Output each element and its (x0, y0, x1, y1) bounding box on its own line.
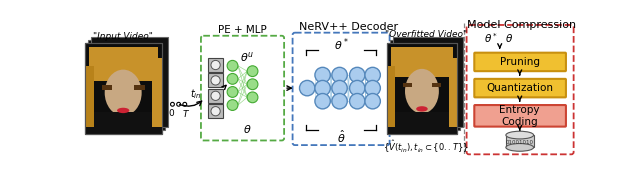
Text: Entropy
Coding: Entropy Coding (499, 105, 540, 127)
Circle shape (227, 60, 238, 71)
Text: 01001010: 01001010 (506, 140, 534, 144)
Bar (506, 135, 534, 147)
Bar (88, 46, 158, 81)
Circle shape (365, 93, 380, 109)
Ellipse shape (506, 131, 534, 139)
Circle shape (247, 92, 258, 103)
Text: $\theta$: $\theta$ (243, 123, 252, 135)
FancyBboxPatch shape (467, 25, 573, 154)
Ellipse shape (117, 108, 129, 113)
Circle shape (211, 60, 220, 70)
Text: NeRV++ Decoder: NeRV++ Decoder (300, 22, 398, 32)
Bar (84, 112, 162, 134)
Bar (208, 89, 223, 103)
Bar (208, 104, 223, 118)
Bar (152, 58, 162, 127)
Circle shape (177, 102, 180, 106)
Bar (91, 37, 168, 127)
Ellipse shape (405, 69, 439, 114)
Circle shape (247, 79, 258, 90)
Text: 0: 0 (168, 109, 174, 118)
Text: Pruning: Pruning (500, 57, 540, 67)
Text: $T$: $T$ (182, 108, 190, 119)
Circle shape (211, 76, 220, 85)
Circle shape (247, 66, 258, 77)
FancyBboxPatch shape (474, 79, 566, 97)
Text: "Overfitted Video": "Overfitted Video" (385, 30, 467, 39)
Circle shape (170, 102, 174, 106)
FancyBboxPatch shape (474, 105, 566, 127)
Ellipse shape (506, 144, 534, 151)
Bar (390, 40, 460, 130)
Circle shape (315, 67, 330, 83)
Bar (84, 43, 162, 134)
Circle shape (349, 67, 365, 83)
Text: $\theta^u$: $\theta^u$ (240, 49, 254, 64)
Circle shape (300, 80, 315, 96)
FancyBboxPatch shape (474, 53, 566, 71)
Text: Quantization: Quantization (486, 83, 553, 93)
Circle shape (332, 93, 348, 109)
Bar (102, 85, 113, 90)
Circle shape (315, 80, 330, 96)
FancyBboxPatch shape (292, 33, 390, 145)
Bar (208, 58, 223, 72)
Ellipse shape (416, 106, 428, 112)
Text: $\theta^*$: $\theta^*$ (483, 31, 497, 45)
Bar (134, 85, 145, 90)
Circle shape (349, 93, 365, 109)
Circle shape (349, 80, 365, 96)
Bar (387, 112, 456, 134)
Circle shape (227, 100, 238, 111)
Text: "Input Video": "Input Video" (93, 32, 153, 41)
Bar (387, 43, 456, 134)
Bar (387, 43, 456, 134)
Text: $\{\hat{V}(t_{in}), t_{in} \subset \{0..T\}\}$: $\{\hat{V}(t_{in}), t_{in} \subset \{0..… (383, 139, 468, 155)
Bar (432, 83, 441, 87)
Circle shape (315, 93, 330, 109)
Bar (84, 43, 162, 134)
Bar (88, 40, 164, 130)
Bar (84, 43, 162, 134)
Ellipse shape (105, 70, 141, 116)
Bar (403, 83, 412, 87)
Circle shape (211, 107, 220, 116)
Bar (387, 66, 395, 127)
Bar (394, 37, 463, 127)
Text: $t_{in}$: $t_{in}$ (190, 87, 202, 101)
Text: $\hat{\theta}$: $\hat{\theta}$ (337, 128, 346, 145)
FancyBboxPatch shape (201, 36, 284, 140)
Bar (208, 73, 223, 87)
Circle shape (211, 91, 220, 100)
Text: PE + MLP: PE + MLP (218, 25, 267, 35)
Text: $\theta^*$: $\theta^*$ (333, 36, 348, 52)
Circle shape (365, 80, 380, 96)
Bar (387, 43, 456, 134)
Circle shape (365, 67, 380, 83)
Text: $\theta$: $\theta$ (505, 32, 513, 44)
Circle shape (227, 87, 238, 97)
Circle shape (183, 102, 187, 106)
Bar (84, 66, 94, 127)
Circle shape (332, 80, 348, 96)
Text: Model Compression: Model Compression (467, 20, 576, 30)
Circle shape (332, 67, 348, 83)
Bar (449, 58, 456, 127)
Circle shape (227, 74, 238, 84)
Bar (391, 46, 452, 77)
